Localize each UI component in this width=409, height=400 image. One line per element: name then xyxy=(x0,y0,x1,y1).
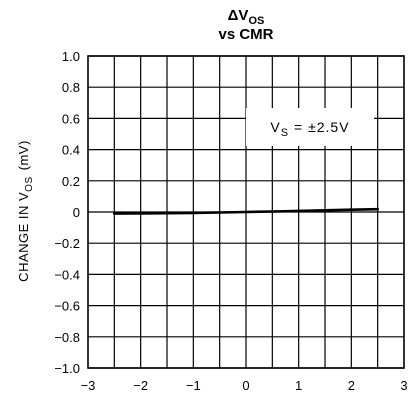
annotation-main: V xyxy=(270,119,280,135)
y-tick-label: 1.0 xyxy=(62,49,80,64)
x-tick-label: 0 xyxy=(242,378,249,393)
title-sub: OS xyxy=(248,15,264,27)
title-main: ΔV xyxy=(228,7,249,24)
series-line xyxy=(113,207,380,215)
x-tick-label: 3 xyxy=(400,378,407,393)
y-tick-label: −0.8 xyxy=(54,330,80,345)
y-tick-label: −0.2 xyxy=(54,236,80,251)
plot-frame xyxy=(87,55,405,369)
y-tick-labels: 1.0 0.8 0.6 0.4 0.2 0 −0.2 −0.4 −0.6 −0.8 −1.0 xyxy=(54,49,80,376)
series-layer xyxy=(113,207,380,215)
y-tick-label: 0.6 xyxy=(62,111,80,126)
x-tick-label: −2 xyxy=(133,378,148,393)
y-tick-label: 0.2 xyxy=(62,174,80,189)
annotation-box xyxy=(246,108,374,146)
y-tick-label: 0 xyxy=(73,205,80,220)
y-tick-label: 0.4 xyxy=(62,143,80,158)
annotation-text: VS = ±2.5V xyxy=(270,119,349,139)
y-tick-label: −1.0 xyxy=(54,361,80,376)
x-tick-label: −1 xyxy=(186,378,201,393)
annotation-sub: S xyxy=(281,127,289,139)
y-axis-label-unit: (mV) xyxy=(16,140,31,170)
y-tick-label: 0.8 xyxy=(62,80,80,95)
y-axis-label-sub: OS xyxy=(24,176,35,191)
annotation-rest: = ±2.5V xyxy=(289,119,349,135)
chart-title-line2: vs CMR xyxy=(218,26,273,43)
x-tick-label: −3 xyxy=(81,378,96,393)
y-axis-label-main: CHANGE IN V xyxy=(16,192,31,282)
y-tick-label: −0.4 xyxy=(54,267,80,282)
x-tick-labels: −3 −2 −1 0 1 2 3 xyxy=(81,378,408,393)
y-tick-label: −0.6 xyxy=(54,299,80,314)
x-tick-label: 2 xyxy=(348,378,355,393)
y-axis-label: CHANGE IN VOS (mV) xyxy=(16,140,35,282)
chart-title: ΔVOS xyxy=(228,7,265,27)
x-tick-label: 1 xyxy=(295,378,302,393)
